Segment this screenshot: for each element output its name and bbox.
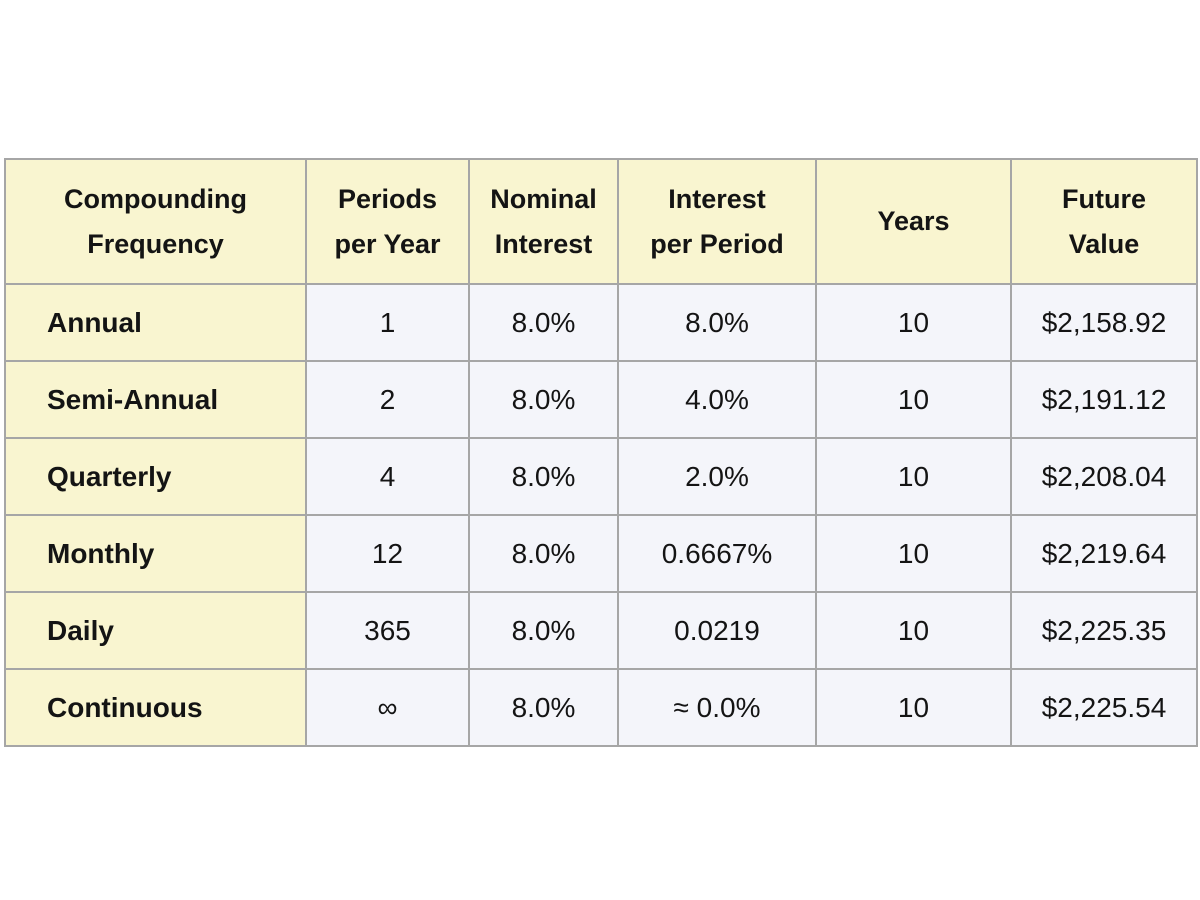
cell-nominal-interest: 8.0% xyxy=(468,668,619,747)
cell-periods-per-year: 365 xyxy=(305,591,470,670)
table-row-monthly: Monthly 12 8.0% 0.6667% 10 $2,219.64 xyxy=(4,514,1198,593)
row-label-quarterly: Quarterly xyxy=(4,437,307,516)
cell-periods-per-year: 1 xyxy=(305,283,470,362)
cell-years: 10 xyxy=(815,283,1012,362)
header-nominal-interest: Nominal Interest xyxy=(468,158,619,285)
compounding-frequency-table-container: Compounding Frequency Periods per Year N… xyxy=(4,158,1198,747)
header-row: Compounding Frequency Periods per Year N… xyxy=(4,158,1198,285)
header-compounding-frequency: Compounding Frequency xyxy=(4,158,307,285)
cell-future-value: $2,208.04 xyxy=(1010,437,1198,516)
cell-interest-per-period: 8.0% xyxy=(617,283,817,362)
cell-periods-per-year: 4 xyxy=(305,437,470,516)
cell-future-value: $2,225.54 xyxy=(1010,668,1198,747)
cell-future-value: $2,219.64 xyxy=(1010,514,1198,593)
cell-future-value: $2,191.12 xyxy=(1010,360,1198,439)
cell-years: 10 xyxy=(815,360,1012,439)
cell-future-value: $2,158.92 xyxy=(1010,283,1198,362)
cell-nominal-interest: 8.0% xyxy=(468,360,619,439)
cell-years: 10 xyxy=(815,591,1012,670)
cell-periods-per-year: 2 xyxy=(305,360,470,439)
cell-interest-per-period: 0.6667% xyxy=(617,514,817,593)
cell-years: 10 xyxy=(815,668,1012,747)
row-label-annual: Annual xyxy=(4,283,307,362)
cell-periods-per-year: 12 xyxy=(305,514,470,593)
row-label-daily: Daily xyxy=(4,591,307,670)
cell-nominal-interest: 8.0% xyxy=(468,514,619,593)
cell-periods-per-year: ∞ xyxy=(305,668,470,747)
table-row-semi-annual: Semi-Annual 2 8.0% 4.0% 10 $2,191.12 xyxy=(4,360,1198,439)
cell-years: 10 xyxy=(815,514,1012,593)
cell-nominal-interest: 8.0% xyxy=(468,591,619,670)
table-row-continuous: Continuous ∞ 8.0% ≈ 0.0% 10 $2,225.54 xyxy=(4,668,1198,747)
cell-interest-per-period: 2.0% xyxy=(617,437,817,516)
header-interest-per-period: Interest per Period xyxy=(617,158,817,285)
row-label-continuous: Continuous xyxy=(4,668,307,747)
cell-interest-per-period: 4.0% xyxy=(617,360,817,439)
table-row-daily: Daily 365 8.0% 0.0219 10 $2,225.35 xyxy=(4,591,1198,670)
row-label-semi-annual: Semi-Annual xyxy=(4,360,307,439)
cell-interest-per-period: 0.0219 xyxy=(617,591,817,670)
cell-interest-per-period: ≈ 0.0% xyxy=(617,668,817,747)
header-future-value: Future Value xyxy=(1010,158,1198,285)
cell-nominal-interest: 8.0% xyxy=(468,283,619,362)
header-periods-per-year: Periods per Year xyxy=(305,158,470,285)
table-row-quarterly: Quarterly 4 8.0% 2.0% 10 $2,208.04 xyxy=(4,437,1198,516)
row-label-monthly: Monthly xyxy=(4,514,307,593)
cell-years: 10 xyxy=(815,437,1012,516)
header-years: Years xyxy=(815,158,1012,285)
compounding-frequency-table: Compounding Frequency Periods per Year N… xyxy=(4,158,1198,747)
cell-nominal-interest: 8.0% xyxy=(468,437,619,516)
table-row-annual: Annual 1 8.0% 8.0% 10 $2,158.92 xyxy=(4,283,1198,362)
cell-future-value: $2,225.35 xyxy=(1010,591,1198,670)
